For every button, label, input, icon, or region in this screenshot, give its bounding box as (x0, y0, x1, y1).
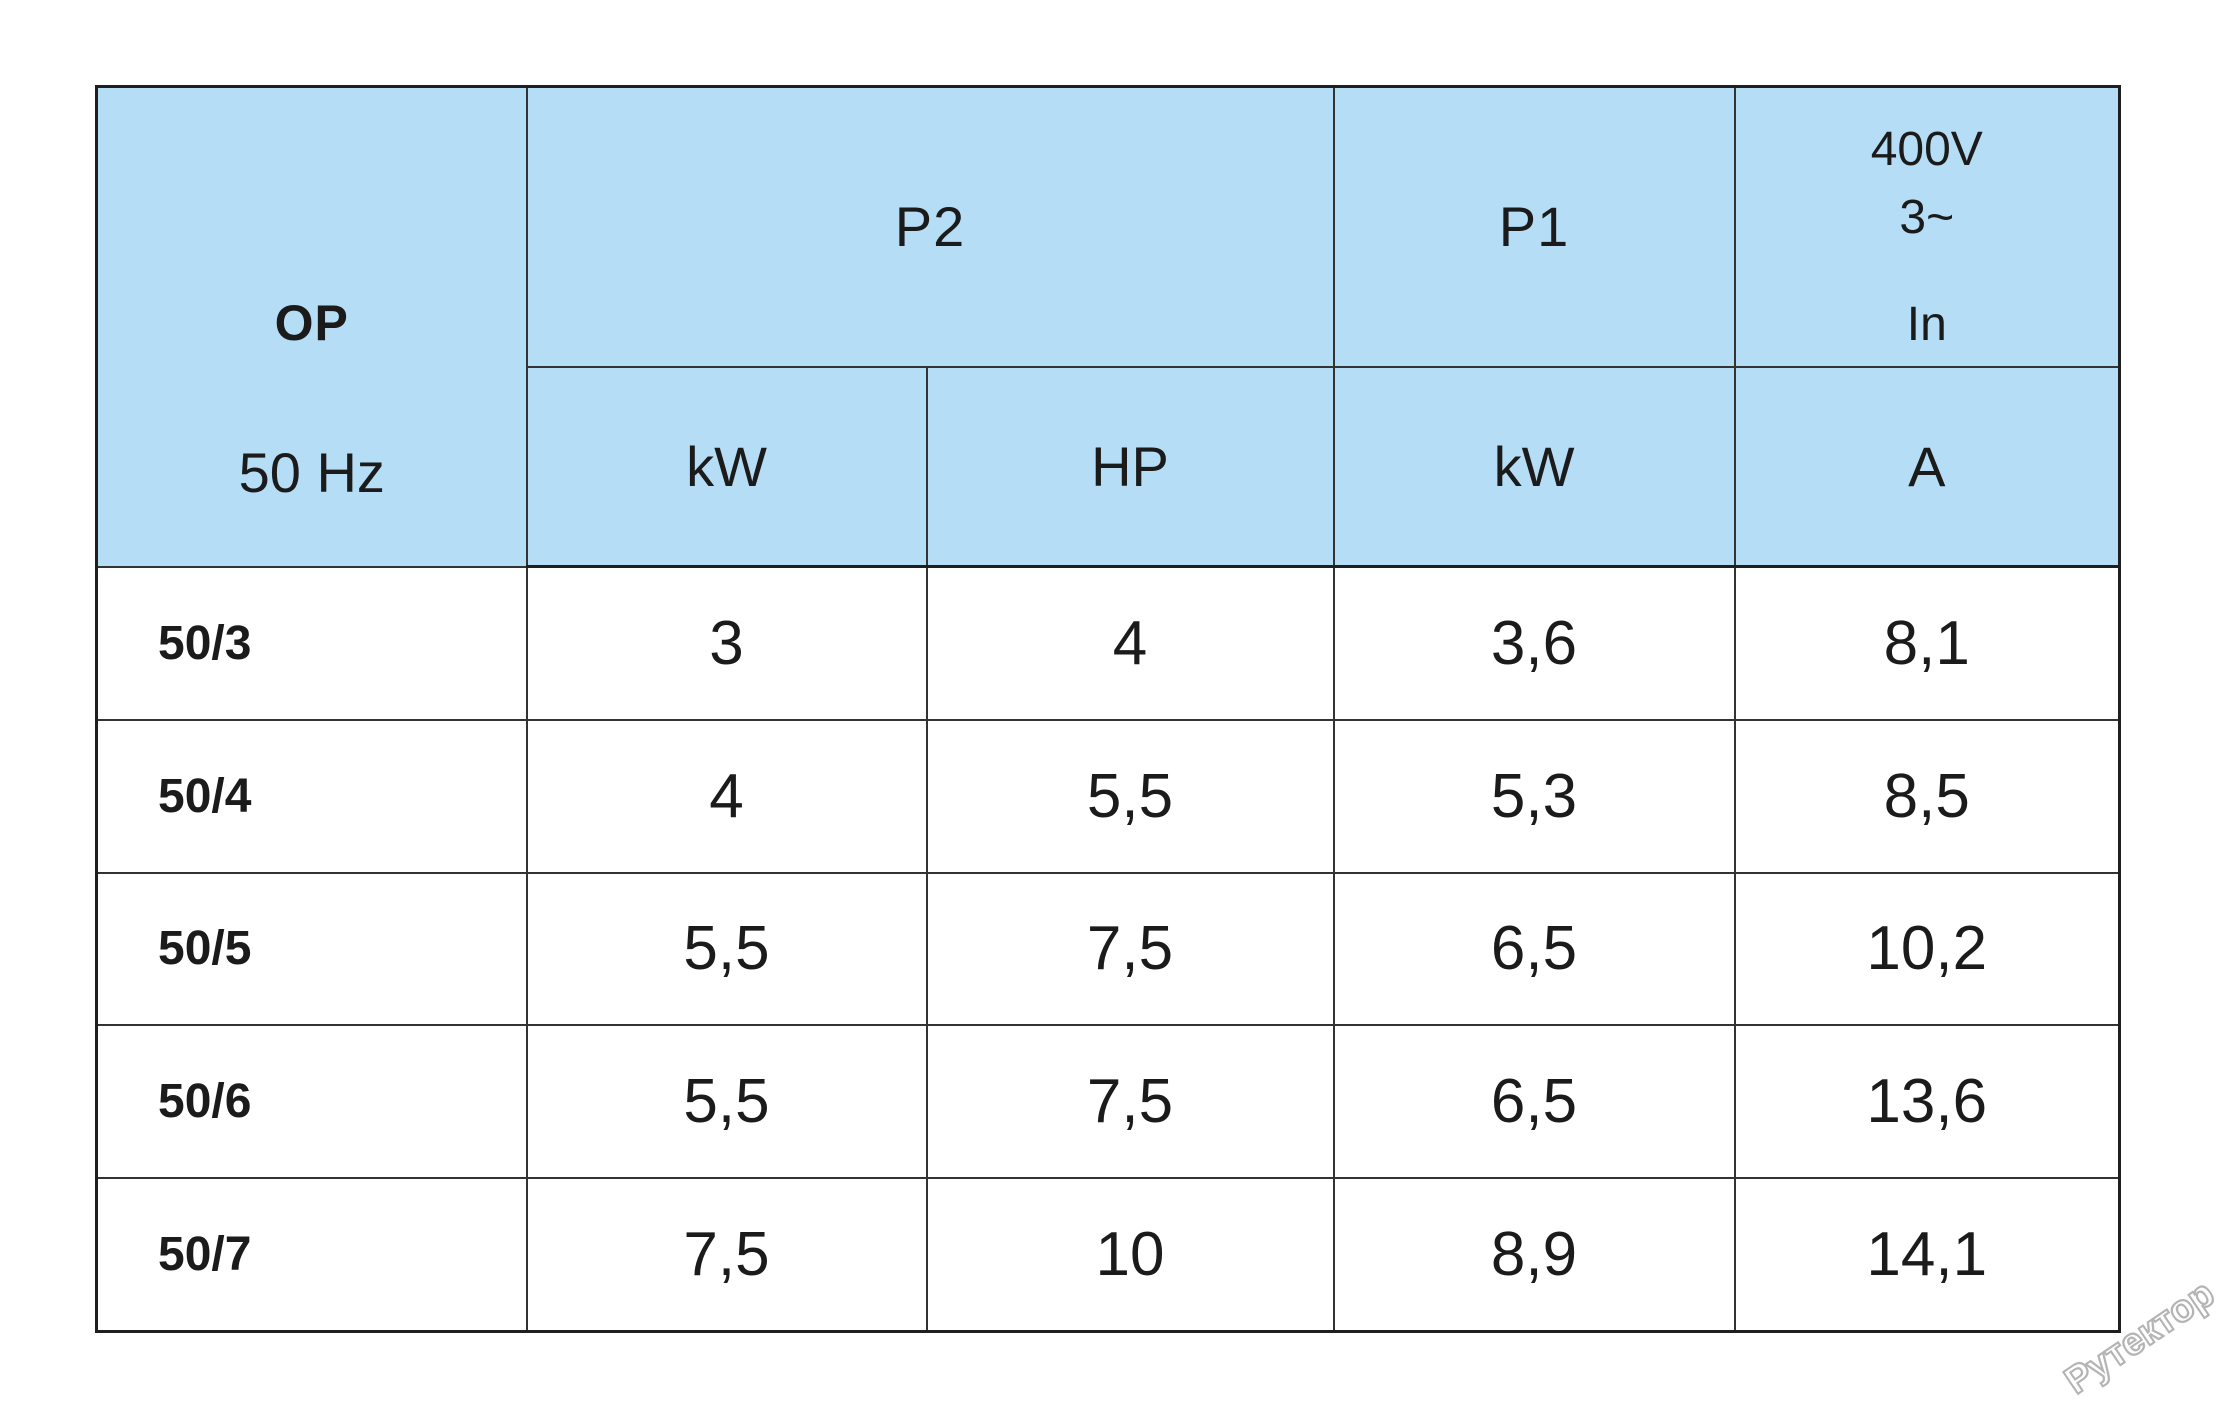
p2-group-header: P2 (525, 85, 1335, 368)
corner-cell: OP 50 Hz (95, 85, 528, 568)
table-row: 50/7 7,5 10 8,9 14,1 (95, 1176, 2121, 1333)
table-row: 50/5 5,5 7,5 6,5 10,2 (95, 871, 2121, 1027)
p1-kw-cell: 6,5 (1332, 871, 1736, 1027)
current-cell: 10,2 (1733, 871, 2121, 1027)
model-cell: 50/4 (95, 719, 528, 874)
p2-kw-cell: 7,5 (525, 1176, 928, 1333)
header-row-groups: OP 50 Hz P2 P1 400V 3~ In (95, 85, 2121, 568)
current-cell: 8,5 (1733, 719, 2121, 874)
spec-table: OP 50 Hz P2 P1 400V 3~ In kW HP kW A 50/… (95, 85, 2121, 1333)
table-row: 50/3 3 4 3,6 8,1 (95, 565, 2121, 722)
p1-kw-cell: 8,9 (1332, 1176, 1736, 1333)
p2-kw-unit-header: kW (525, 365, 928, 568)
current-cell: 8,1 (1733, 565, 2121, 722)
p2-hp-cell: 5,5 (925, 719, 1335, 874)
p2-kw-cell: 3 (525, 565, 928, 722)
frequency-label: 50 Hz (238, 441, 385, 504)
p2-kw-cell: 4 (525, 719, 928, 874)
table-row: 50/4 4 5,5 5,3 8,5 (95, 719, 2121, 874)
p1-kw-cell: 6,5 (1332, 1024, 1736, 1179)
current-cell: 14,1 (1733, 1176, 2121, 1333)
op-label: OP (274, 295, 349, 351)
p1-kw-unit-header: kW (1332, 365, 1736, 568)
current-unit-header: A (1733, 365, 2121, 568)
p1-kw-cell: 3,6 (1332, 565, 1736, 722)
model-cell: 50/3 (95, 565, 528, 722)
model-cell: 50/7 (95, 1176, 528, 1333)
p1-group-header: P1 (1332, 85, 1736, 368)
p2-hp-cell: 10 (925, 1176, 1335, 1333)
p2-kw-cell: 5,5 (525, 871, 928, 1027)
p2-hp-cell: 7,5 (925, 1024, 1335, 1179)
voltage-label: 400V (1870, 123, 1983, 176)
voltage-header-cell: 400V 3~ In (1733, 85, 2121, 368)
nominal-current-label: In (1906, 298, 1947, 351)
p2-kw-cell: 5,5 (525, 1024, 928, 1179)
p1-kw-cell: 5,3 (1332, 719, 1736, 874)
header-row-units: kW HP kW A (97, 365, 2121, 568)
phase-label: 3~ (1899, 191, 1955, 244)
model-cell: 50/6 (95, 1024, 528, 1179)
table-row: 50/6 5,5 7,5 6,5 13,6 (95, 1024, 2121, 1179)
p2-hp-cell: 7,5 (925, 871, 1335, 1027)
model-cell: 50/5 (95, 871, 528, 1027)
p2-hp-unit-header: HP (925, 365, 1335, 568)
p2-hp-cell: 4 (925, 565, 1335, 722)
current-cell: 13,6 (1733, 1024, 2121, 1179)
